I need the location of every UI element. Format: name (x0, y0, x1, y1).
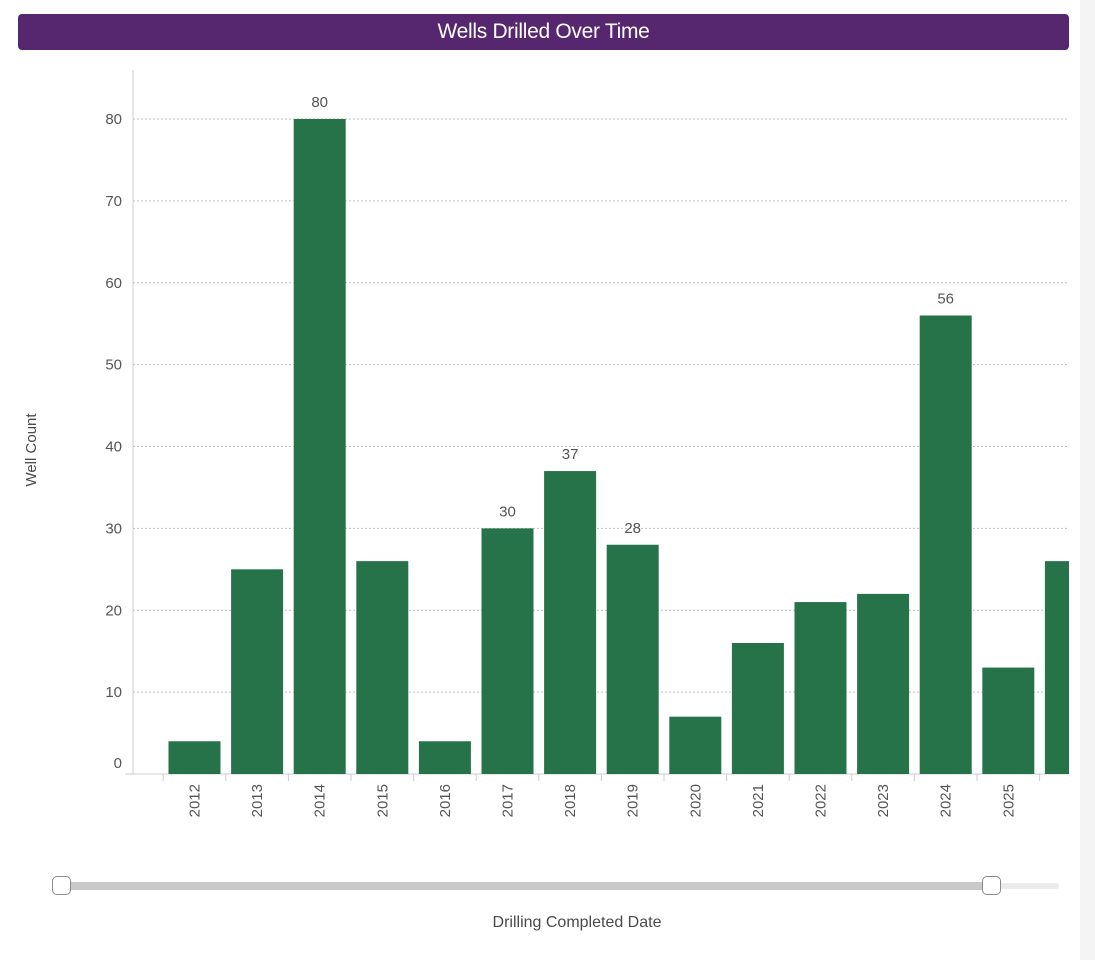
data-label: 30 (499, 503, 516, 520)
bar-2014 (293, 119, 346, 774)
x-tick-label: 2021 (750, 784, 767, 817)
x-tick-label: 2019 (625, 784, 642, 817)
bar-2019 (606, 544, 659, 774)
y-tick-label: 60 (105, 275, 122, 292)
y-tick-label: 10 (105, 684, 122, 701)
data-label: 80 (311, 94, 328, 111)
bar-2018 (544, 471, 597, 774)
bar-2017 (481, 528, 534, 774)
date-range-end-handle[interactable] (982, 876, 1001, 895)
x-tick-label: 2020 (687, 784, 704, 817)
date-range-slider-rest (991, 883, 1059, 889)
x-tick-label: 2025 (1000, 784, 1017, 817)
bar-2023 (857, 593, 910, 774)
data-label: 37 (562, 446, 579, 463)
bar-2025 (982, 667, 1035, 774)
x-tick-label: 2022 (813, 784, 830, 817)
y-tick-label: 30 (105, 520, 122, 537)
data-label: 56 (937, 291, 954, 308)
x-tick-label: 2017 (500, 784, 517, 817)
y-tick-label: 80 (105, 111, 122, 128)
x-tick-label: 2023 (875, 784, 892, 817)
x-axis-title: Drilling Completed Date (492, 914, 662, 931)
bar-chart: 0 10 20 30 40 50 60 70 80 2012 2013 2014 80 2015 2016 2… (23, 70, 1069, 817)
right-edge-strip (1080, 0, 1095, 960)
bar-partial (1044, 561, 1069, 774)
bar-2013 (231, 569, 284, 774)
chart-title-bar: Wells Drilled Over Time (18, 14, 1069, 50)
bar-2016 (418, 741, 471, 774)
y-axis-title: Well Count (23, 413, 40, 487)
date-range-slider-track[interactable] (61, 882, 991, 890)
bar-2022 (794, 602, 847, 774)
chart-title: Wells Drilled Over Time (437, 20, 650, 43)
y-tick-label: 70 (105, 193, 122, 210)
data-label: 28 (624, 520, 641, 537)
y-tick-label: 0 (114, 755, 122, 772)
bar-2021 (731, 643, 784, 774)
x-tick-label: 2024 (938, 784, 955, 817)
x-tick-label: 2018 (562, 784, 579, 817)
y-tick-label: 50 (105, 357, 122, 374)
y-tick-label: 40 (105, 439, 122, 456)
bar-2012 (168, 741, 221, 774)
date-range-start-handle[interactable] (52, 876, 71, 895)
bar-2015 (356, 561, 409, 774)
x-tick-label: 2015 (374, 784, 391, 817)
bar-2024 (919, 315, 972, 774)
x-tick-label: 2016 (437, 784, 454, 817)
x-tick-label: 2014 (312, 784, 329, 817)
x-tick-label: 2012 (187, 784, 204, 817)
x-tick-label: 2013 (249, 784, 266, 817)
y-tick-label: 20 (105, 602, 122, 619)
bar-2020 (669, 716, 722, 774)
